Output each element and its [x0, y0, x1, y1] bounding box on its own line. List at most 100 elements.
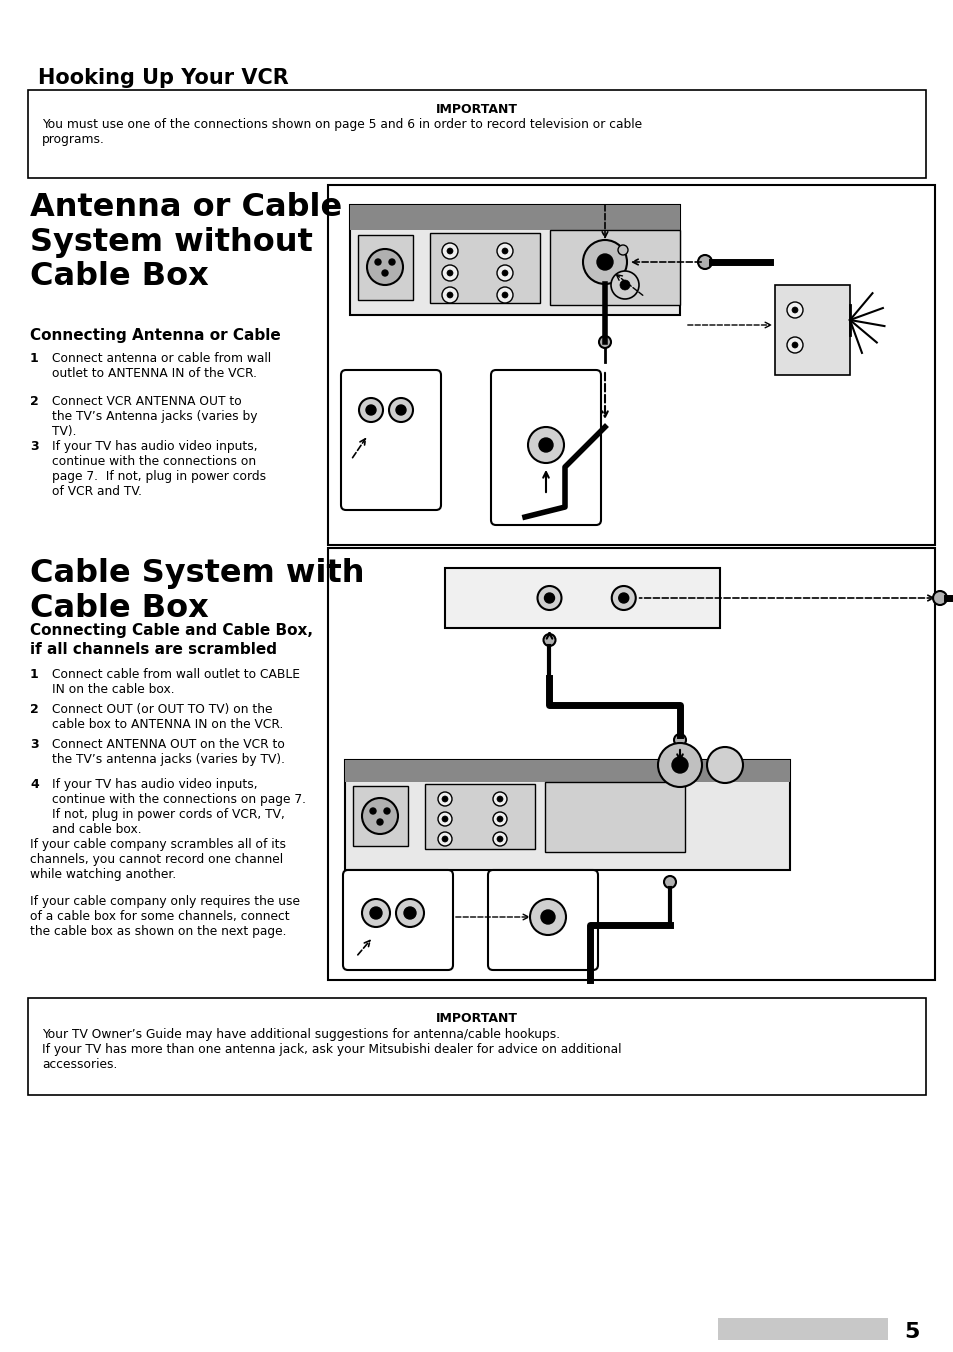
FancyBboxPatch shape [718, 1318, 887, 1340]
Circle shape [389, 397, 413, 422]
Circle shape [497, 265, 513, 281]
Text: 3: 3 [30, 738, 38, 750]
Circle shape [441, 796, 448, 802]
Circle shape [618, 594, 628, 603]
Circle shape [673, 734, 685, 746]
FancyBboxPatch shape [444, 568, 720, 627]
Circle shape [441, 287, 457, 303]
FancyBboxPatch shape [357, 235, 413, 300]
Circle shape [619, 280, 629, 289]
Circle shape [597, 254, 613, 270]
Text: Connect ANTENNA OUT on the VCR to
the TV’s antenna jacks (varies by TV).: Connect ANTENNA OUT on the VCR to the TV… [52, 738, 285, 767]
FancyBboxPatch shape [328, 548, 934, 980]
Circle shape [786, 301, 802, 318]
Circle shape [497, 817, 502, 822]
FancyBboxPatch shape [491, 370, 600, 525]
Circle shape [361, 899, 390, 927]
Text: Your TV Owner’s Guide may have additional suggestions for antenna/cable hookups.: Your TV Owner’s Guide may have additiona… [42, 1028, 620, 1071]
Circle shape [497, 287, 513, 303]
Text: Connect OUT (or OUT TO TV) on the
cable box to ANTENNA IN on the VCR.: Connect OUT (or OUT TO TV) on the cable … [52, 703, 283, 731]
Circle shape [375, 260, 380, 265]
Circle shape [366, 406, 375, 415]
Circle shape [582, 241, 626, 284]
Circle shape [447, 292, 453, 297]
Circle shape [501, 292, 507, 297]
Circle shape [447, 247, 453, 254]
Circle shape [381, 270, 388, 276]
Text: Connect cable from wall outlet to CABLE
IN on the cable box.: Connect cable from wall outlet to CABLE … [52, 668, 299, 696]
Text: Cable System with
Cable Box: Cable System with Cable Box [30, 558, 364, 623]
Circle shape [932, 591, 946, 604]
Circle shape [493, 813, 506, 826]
Circle shape [540, 910, 555, 923]
Circle shape [493, 792, 506, 806]
Circle shape [501, 247, 507, 254]
Circle shape [384, 808, 390, 814]
Circle shape [395, 899, 423, 927]
Circle shape [530, 899, 565, 936]
Text: You must use one of the connections shown on page 5 and 6 in order to record tel: You must use one of the connections show… [42, 118, 641, 146]
FancyBboxPatch shape [550, 230, 679, 306]
Circle shape [358, 397, 382, 422]
Text: 2: 2 [30, 395, 39, 408]
Circle shape [367, 249, 402, 285]
Circle shape [698, 256, 711, 269]
Text: Connect VCR ANTENNA OUT to
the TV’s Antenna jacks (varies by
TV).: Connect VCR ANTENNA OUT to the TV’s Ante… [52, 395, 257, 438]
Circle shape [437, 831, 452, 846]
FancyBboxPatch shape [328, 185, 934, 545]
Circle shape [493, 831, 506, 846]
Circle shape [538, 438, 553, 452]
Circle shape [437, 792, 452, 806]
FancyBboxPatch shape [488, 869, 598, 969]
Circle shape [389, 260, 395, 265]
Circle shape [671, 757, 687, 773]
Circle shape [497, 243, 513, 260]
FancyBboxPatch shape [544, 781, 684, 852]
Circle shape [395, 406, 406, 415]
Text: If your TV has audio video inputs,
continue with the connections on page 7.
If n: If your TV has audio video inputs, conti… [52, 777, 306, 836]
Text: IMPORTANT: IMPORTANT [436, 1013, 517, 1025]
Circle shape [791, 342, 797, 347]
Text: If your TV has audio video inputs,
continue with the connections on
page 7.  If : If your TV has audio video inputs, conti… [52, 439, 266, 498]
FancyBboxPatch shape [353, 786, 408, 846]
Circle shape [706, 748, 742, 783]
Text: 2: 2 [30, 703, 39, 717]
Circle shape [441, 836, 448, 842]
Circle shape [370, 907, 381, 919]
Text: If your cable company only requires the use
of a cable box for some channels, co: If your cable company only requires the … [30, 895, 299, 938]
Text: Connecting Cable and Cable Box,
if all channels are scrambled: Connecting Cable and Cable Box, if all c… [30, 623, 313, 657]
Circle shape [441, 265, 457, 281]
FancyBboxPatch shape [350, 206, 679, 315]
FancyBboxPatch shape [340, 370, 440, 510]
Circle shape [618, 245, 627, 256]
Circle shape [610, 270, 639, 299]
Circle shape [611, 585, 635, 610]
Circle shape [370, 808, 375, 814]
Text: Connect antenna or cable from wall
outlet to ANTENNA IN of the VCR.: Connect antenna or cable from wall outle… [52, 352, 271, 380]
FancyBboxPatch shape [430, 233, 539, 303]
Text: If your cable company scrambles all of its
channels, you cannot record one chann: If your cable company scrambles all of i… [30, 838, 286, 882]
Circle shape [537, 585, 561, 610]
Circle shape [361, 798, 397, 834]
Circle shape [663, 876, 676, 888]
Text: 3: 3 [30, 439, 38, 453]
Text: 5: 5 [903, 1322, 919, 1343]
Circle shape [527, 427, 563, 462]
Text: Antenna or Cable
System without
Cable Box: Antenna or Cable System without Cable Bo… [30, 192, 342, 292]
Circle shape [598, 337, 610, 347]
Text: Hooking Up Your VCR: Hooking Up Your VCR [38, 68, 289, 88]
FancyBboxPatch shape [345, 760, 789, 869]
Circle shape [791, 307, 797, 314]
Text: 4: 4 [30, 777, 39, 791]
FancyBboxPatch shape [345, 760, 789, 781]
Circle shape [441, 243, 457, 260]
Circle shape [441, 817, 448, 822]
Circle shape [497, 796, 502, 802]
Circle shape [544, 594, 554, 603]
Circle shape [543, 634, 555, 646]
Circle shape [437, 813, 452, 826]
Text: Connecting Antenna or Cable: Connecting Antenna or Cable [30, 329, 280, 343]
Circle shape [497, 836, 502, 842]
Text: IMPORTANT: IMPORTANT [436, 103, 517, 116]
FancyBboxPatch shape [343, 869, 453, 969]
